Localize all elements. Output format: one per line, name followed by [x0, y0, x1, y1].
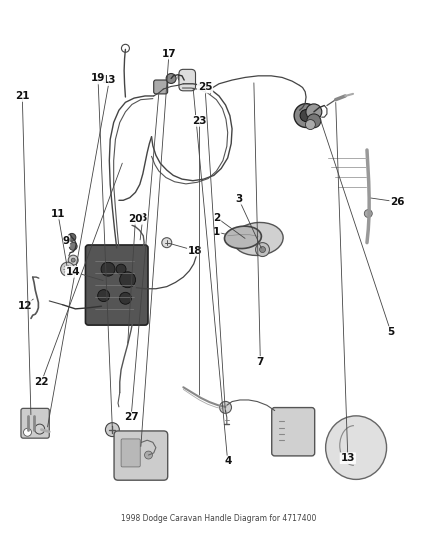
Text: 21: 21 [15, 91, 29, 101]
Circle shape [35, 424, 45, 434]
Circle shape [24, 429, 32, 436]
Circle shape [219, 401, 232, 413]
Circle shape [294, 103, 318, 127]
FancyBboxPatch shape [272, 408, 314, 456]
Circle shape [120, 292, 131, 304]
Text: 20: 20 [128, 214, 143, 224]
Text: 1998 Dodge Caravan Handle Diagram for 4717400: 1998 Dodge Caravan Handle Diagram for 47… [121, 514, 317, 522]
Circle shape [300, 110, 312, 122]
Text: 8: 8 [139, 213, 146, 223]
Text: 19: 19 [91, 74, 105, 84]
FancyBboxPatch shape [121, 439, 140, 467]
Text: 7: 7 [257, 357, 264, 367]
Circle shape [116, 264, 126, 274]
Ellipse shape [233, 222, 283, 255]
Circle shape [71, 258, 75, 262]
FancyBboxPatch shape [154, 80, 168, 94]
Circle shape [162, 238, 172, 248]
Circle shape [101, 262, 115, 276]
Circle shape [121, 44, 129, 52]
Text: 5: 5 [387, 327, 395, 337]
Circle shape [260, 247, 265, 253]
Circle shape [306, 104, 322, 120]
Text: 17: 17 [162, 49, 176, 59]
Circle shape [68, 255, 78, 265]
Text: 4: 4 [224, 456, 231, 466]
Ellipse shape [325, 416, 387, 479]
Circle shape [307, 114, 321, 128]
Text: 9: 9 [62, 236, 69, 246]
Text: 2: 2 [213, 213, 220, 223]
Text: 14: 14 [66, 267, 81, 277]
Text: 18: 18 [188, 246, 202, 256]
Circle shape [98, 289, 110, 302]
Circle shape [120, 272, 135, 288]
Text: 22: 22 [34, 377, 49, 387]
Text: 11: 11 [51, 208, 65, 219]
Text: 13: 13 [341, 453, 355, 463]
Circle shape [305, 119, 315, 130]
Text: 25: 25 [198, 83, 212, 93]
FancyBboxPatch shape [21, 408, 49, 438]
Circle shape [69, 243, 77, 251]
Ellipse shape [225, 226, 261, 248]
Text: 1: 1 [213, 227, 220, 237]
Circle shape [364, 209, 372, 217]
Text: 27: 27 [124, 413, 138, 423]
Circle shape [106, 423, 119, 437]
FancyBboxPatch shape [114, 431, 168, 480]
Text: 13: 13 [102, 75, 117, 85]
Text: 23: 23 [192, 116, 207, 126]
Text: 26: 26 [390, 197, 405, 207]
Circle shape [68, 233, 76, 241]
Circle shape [145, 451, 152, 459]
Circle shape [166, 74, 176, 84]
Text: 3: 3 [235, 193, 242, 204]
Text: 12: 12 [18, 301, 32, 311]
Circle shape [178, 74, 186, 82]
Circle shape [255, 243, 269, 256]
Circle shape [60, 262, 74, 276]
FancyBboxPatch shape [85, 245, 148, 325]
FancyBboxPatch shape [179, 69, 195, 91]
